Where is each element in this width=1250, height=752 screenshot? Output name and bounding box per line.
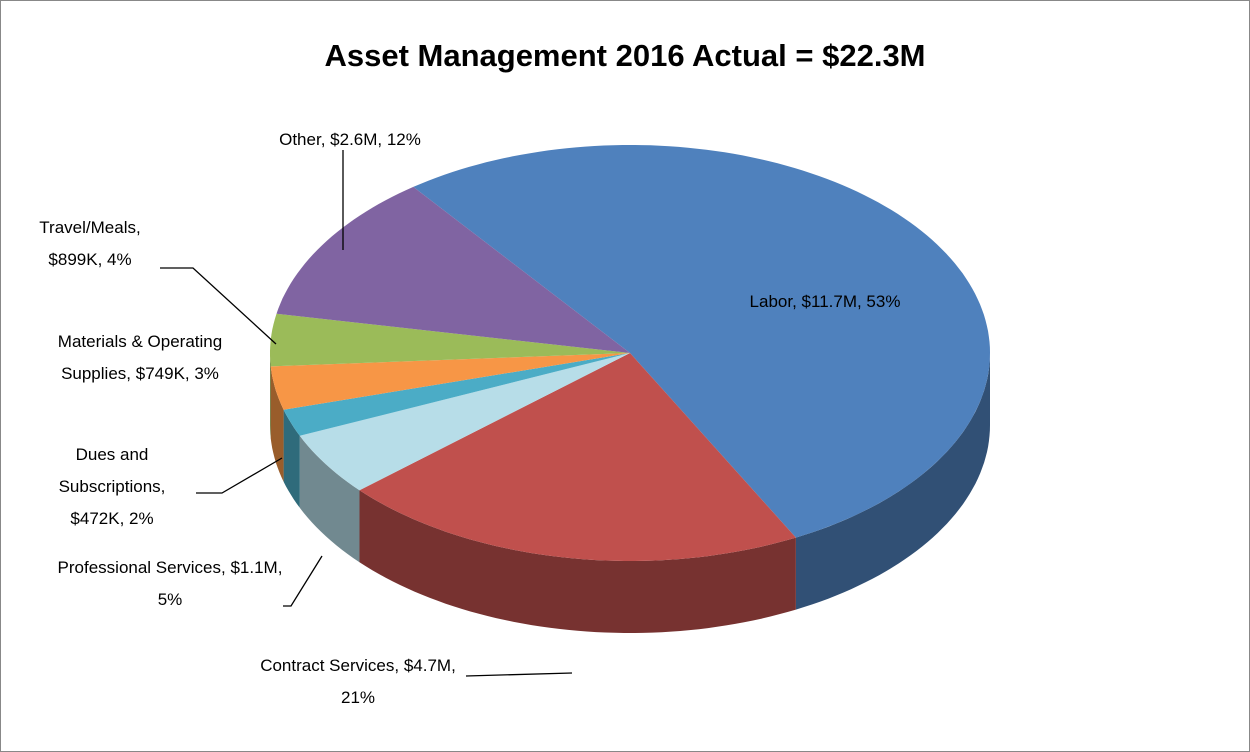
value-label: $749K, 3% (135, 364, 219, 383)
slice-side (359, 490, 796, 633)
slice (413, 145, 990, 538)
pie (270, 145, 990, 633)
chart-title: Asset Management 2016 Actual = $22.3M (324, 38, 926, 73)
leader-line (465, 672, 573, 677)
slice (270, 353, 630, 410)
value-label: $4.7M, 21% (340, 656, 456, 707)
slice-side (283, 409, 300, 508)
category-label: Contract Services (260, 656, 399, 675)
value-label: $2.6M, 12% (330, 130, 421, 149)
value-label: $11.7M, 53% (801, 292, 901, 311)
slice (276, 186, 630, 353)
slice-side (795, 353, 990, 610)
category-label: Dues and Subscriptions (59, 445, 166, 496)
category-label: Travel/Meals (39, 218, 140, 237)
data-label: Labor $11.7M, 53% (665, 286, 985, 318)
data-label: Professional Services $1.1M, 5% (50, 552, 290, 616)
leader-line (283, 555, 323, 607)
data-label: Other $2.6M, 12% (220, 124, 480, 156)
slice (283, 353, 630, 436)
data-label: Materials & Operating Supplies $749K, 3% (40, 326, 240, 390)
data-label: Travel/Meals $899K, 4% (15, 212, 165, 276)
slice (299, 353, 630, 491)
value-label: $1.1M, 5% (157, 558, 283, 609)
value-label: $472K, 2% (70, 509, 154, 528)
category-label: Other (279, 130, 325, 149)
leader-line (196, 457, 283, 494)
slice-side (270, 353, 271, 439)
category-label: Professional Services (58, 558, 226, 577)
slice-side (299, 435, 360, 563)
slice (359, 353, 796, 561)
data-label: Dues and Subscriptions $472K, 2% (45, 439, 180, 535)
value-label: $899K, 4% (48, 250, 132, 269)
category-label: Labor (750, 292, 797, 311)
slice-side (270, 366, 284, 482)
leader-line (160, 267, 277, 345)
data-label: Contract Services $4.7M, 21% (253, 650, 463, 714)
slice (270, 313, 630, 367)
leader-lines (160, 150, 573, 677)
